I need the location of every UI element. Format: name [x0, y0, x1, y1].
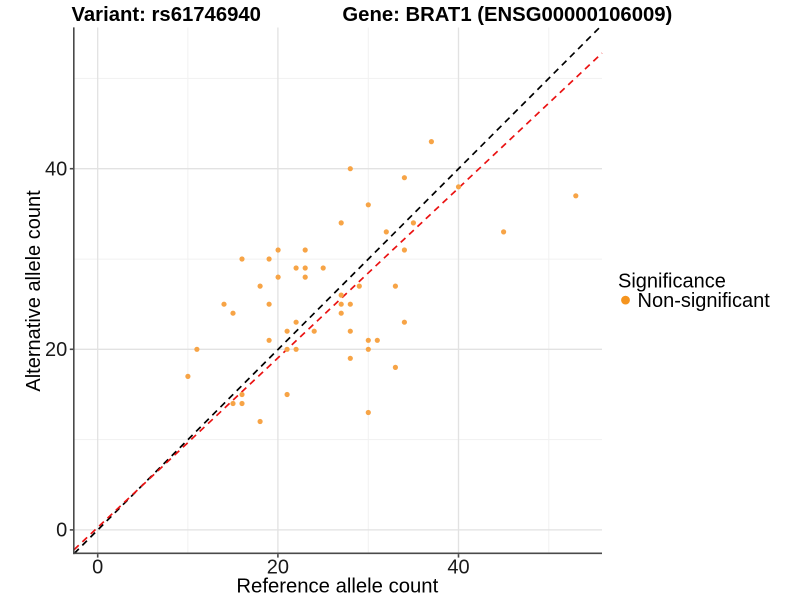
svg-text:Alternative allele count: Alternative allele count [23, 190, 45, 392]
svg-text:20: 20 [267, 557, 289, 579]
svg-text:40: 40 [45, 159, 67, 181]
svg-text:Significance: Significance [618, 271, 726, 293]
svg-text:Gene: BRAT1 (ENSG00000106009): Gene: BRAT1 (ENSG00000106009) [342, 4, 672, 26]
svg-text:Non-significant: Non-significant [638, 290, 771, 312]
svg-text:20: 20 [45, 339, 67, 361]
svg-text:0: 0 [92, 557, 103, 579]
svg-text:Reference allele count: Reference allele count [236, 576, 438, 598]
svg-text:Variant: rs61746940: Variant: rs61746940 [72, 4, 261, 26]
svg-text:40: 40 [447, 557, 469, 579]
svg-text:0: 0 [56, 520, 67, 542]
